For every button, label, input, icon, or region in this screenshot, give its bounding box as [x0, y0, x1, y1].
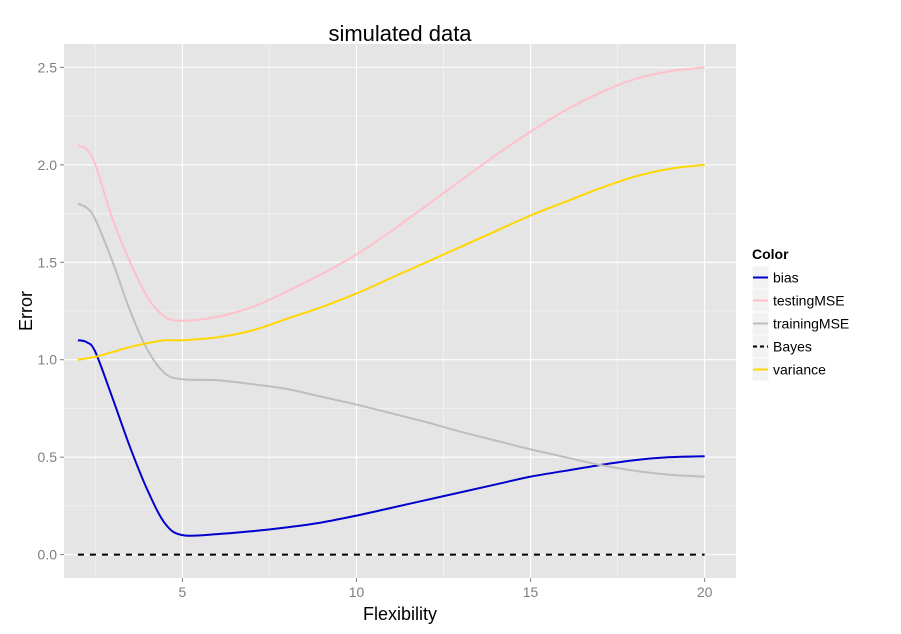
x-axis-title: Flexibility [363, 604, 437, 624]
legend-label-bias: bias [773, 270, 799, 286]
x-tick-label: 5 [178, 584, 186, 600]
series-layer [77, 66, 705, 556]
y-tick-label: 0.0 [38, 547, 58, 563]
legend: Color bias testingMSE trainingMSE Bayes vari… [751, 246, 849, 382]
y-tick-label: 1.0 [38, 352, 58, 368]
x-tick-label: 10 [349, 584, 365, 600]
grid-minor [64, 44, 736, 578]
y-tick-label: 1.5 [38, 254, 58, 270]
y-tick-label: 2.5 [38, 59, 58, 75]
legend-label-variance: variance [773, 362, 826, 378]
legend-label-bayes: Bayes [773, 339, 812, 355]
grid-major [64, 44, 736, 578]
y-axis: 0.0 0.5 1.0 1.5 2.0 2.5 [38, 59, 64, 563]
x-tick-label: 15 [523, 584, 539, 600]
y-tick-label: 2.0 [38, 157, 58, 173]
y-axis-title: Error [16, 291, 36, 331]
x-axis: 5 10 15 20 [178, 578, 713, 600]
x-tick-label: 20 [697, 584, 713, 600]
legend-items: bias testingMSE trainingMSE Bayes variance [751, 265, 849, 382]
legend-label-testingmse: testingMSE [773, 293, 845, 309]
legend-label-trainingmse: trainingMSE [773, 316, 849, 332]
y-tick-label: 0.5 [38, 449, 58, 465]
series-line-trainingmse [77, 202, 705, 478]
series-line-testingmse [77, 66, 705, 322]
series-line-variance [77, 163, 705, 361]
chart-title: simulated data [328, 21, 472, 46]
series-line-bias [77, 339, 705, 537]
legend-title: Color [752, 246, 789, 262]
